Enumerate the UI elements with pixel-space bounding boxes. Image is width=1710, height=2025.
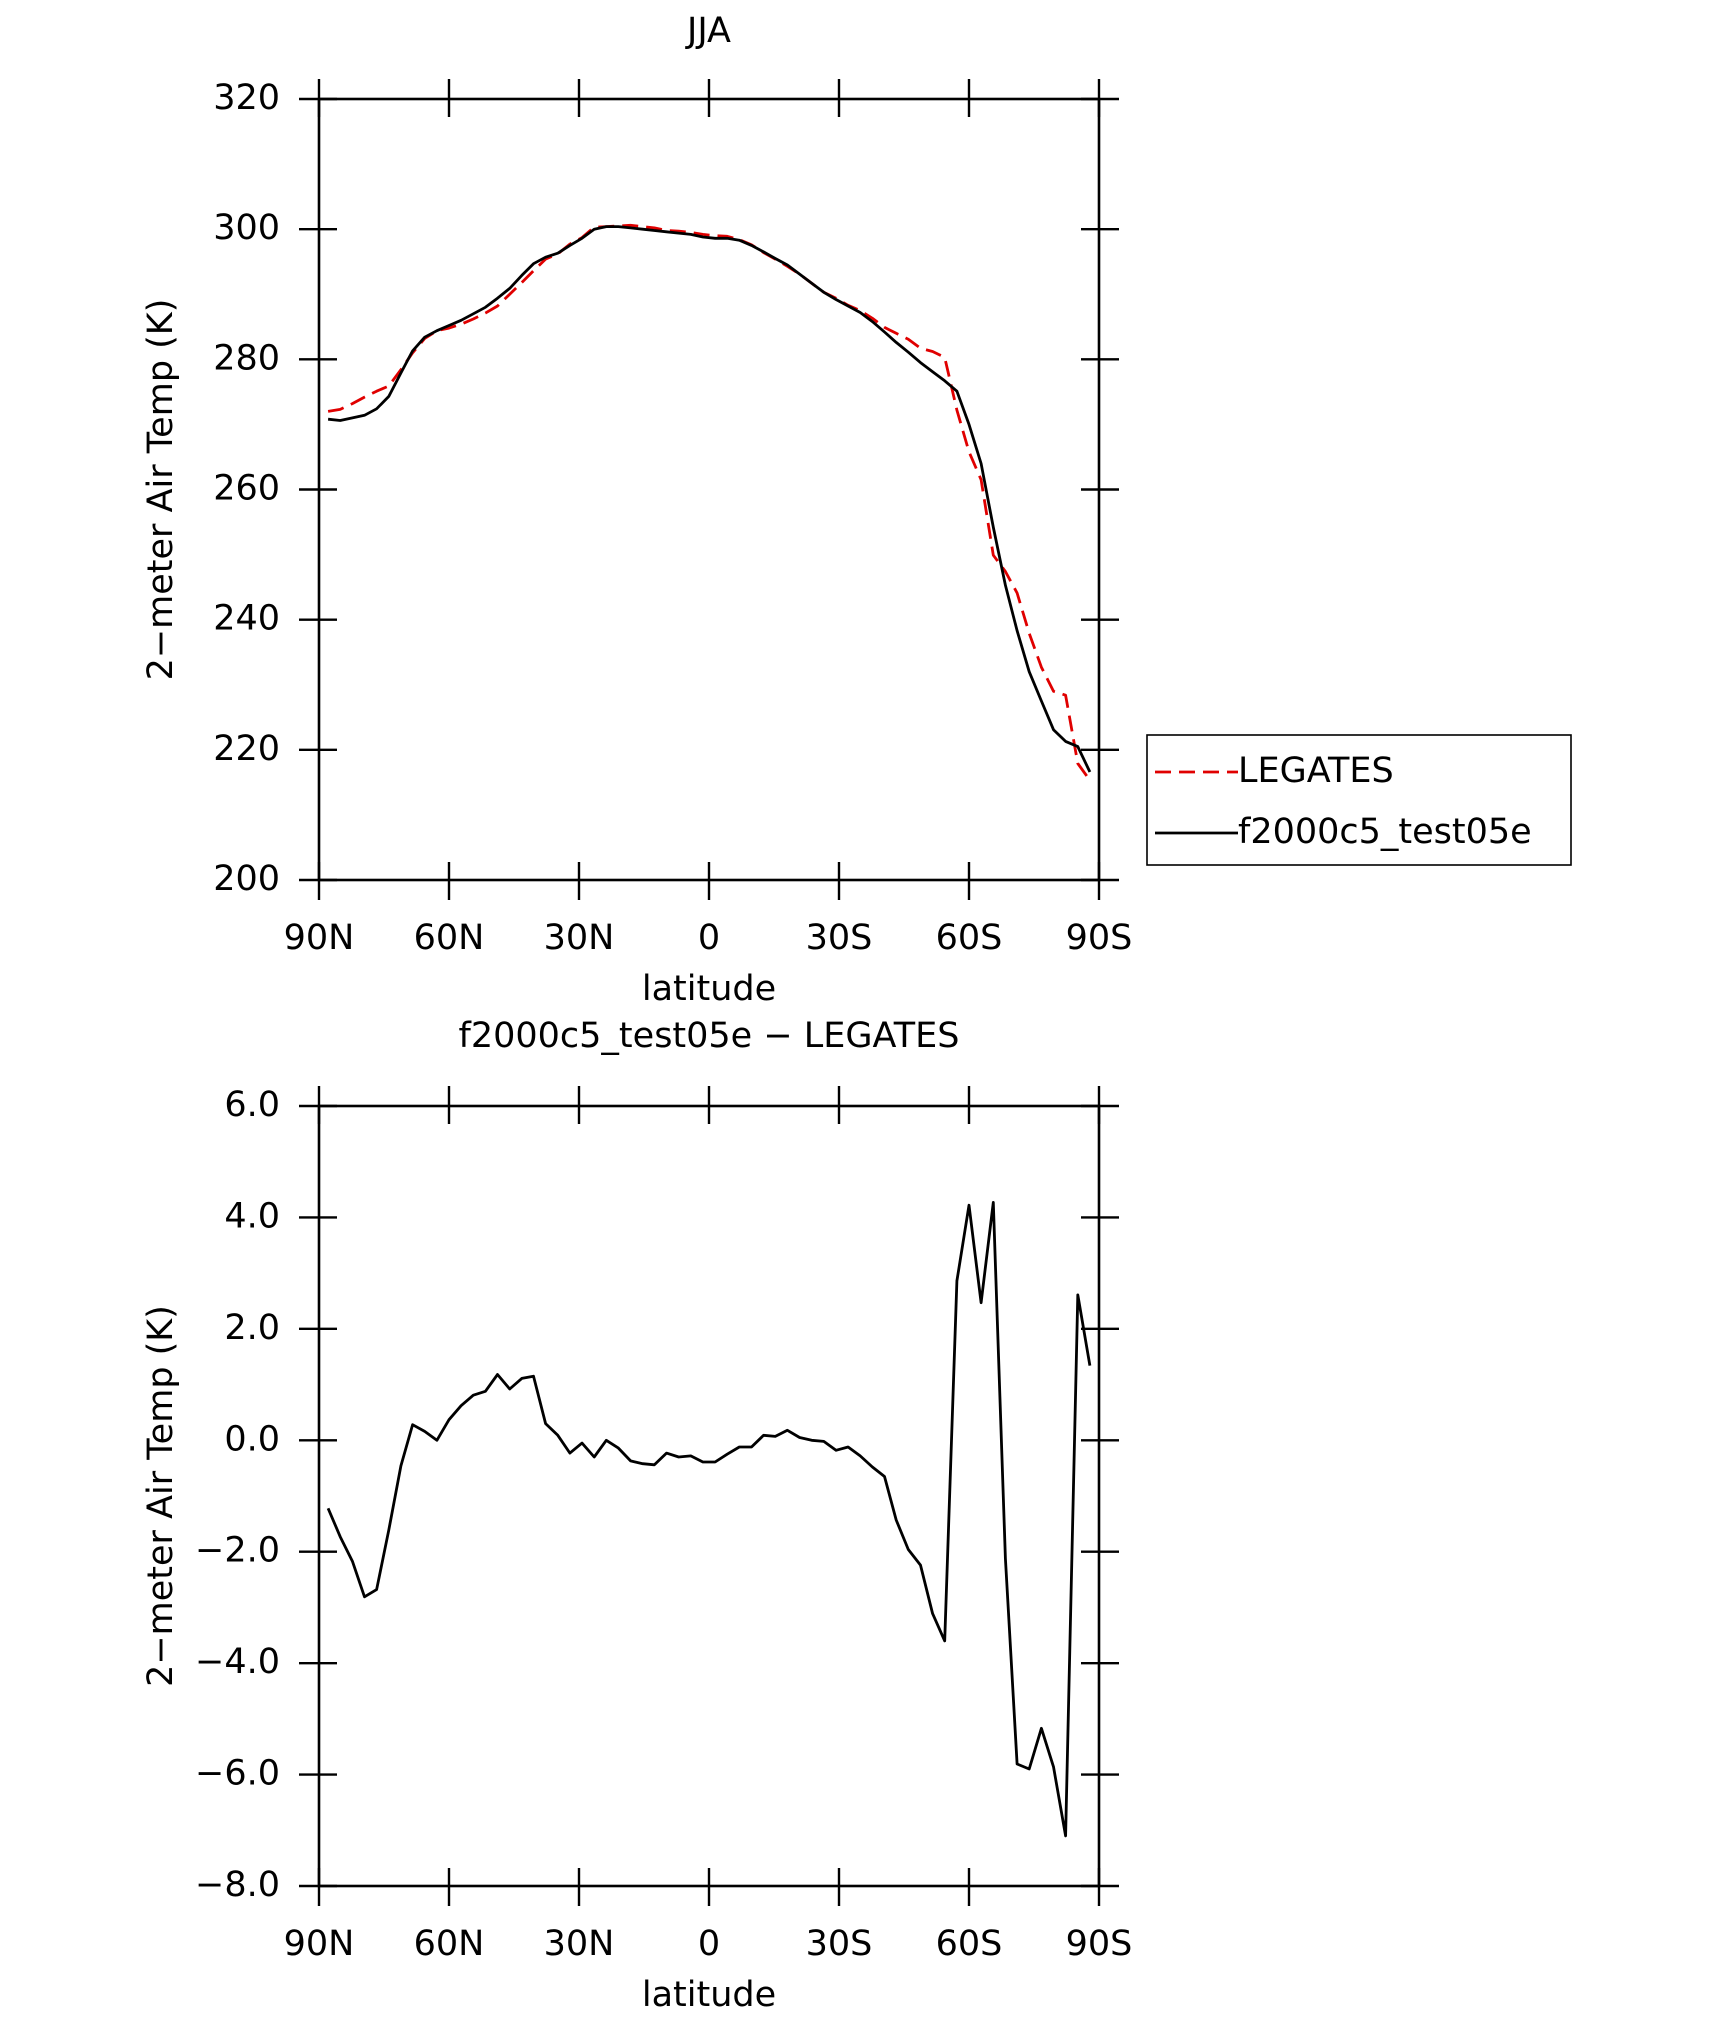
- x-tick-label: 30N: [544, 1924, 615, 1964]
- y-tick-label: 300: [213, 208, 280, 248]
- x-tick-label: 0: [698, 918, 720, 958]
- x-tick-label: 30S: [806, 918, 873, 958]
- legend-box: [1146, 734, 1572, 866]
- x-tick-label: 90S: [1066, 1924, 1133, 1964]
- y-tick-label: 220: [213, 729, 280, 769]
- x-tick-label: 30N: [544, 918, 615, 958]
- data-line: [327, 225, 1092, 773]
- data-line: [327, 223, 1092, 782]
- plot-frame: [317, 97, 1101, 882]
- y-axis-label: 2−meter Air Temp (K): [141, 1305, 181, 1687]
- y-tick-label: 6.0: [224, 1085, 280, 1125]
- x-tick-label: 90N: [284, 918, 355, 958]
- y-tick-label: 280: [213, 338, 280, 378]
- y-tick-label: 4.0: [224, 1196, 280, 1236]
- x-tick-label: 90N: [284, 1924, 355, 1964]
- data-line: [326, 1201, 1092, 1838]
- x-tick-label: 60N: [414, 1924, 485, 1964]
- chart-title: JJA: [685, 11, 731, 51]
- legend-label: LEGATES: [1238, 751, 1394, 791]
- x-tick-label: 0: [698, 1924, 720, 1964]
- x-axis-label: latitude: [642, 969, 776, 1009]
- x-tick-label: 90S: [1066, 918, 1133, 958]
- y-tick-label: −8.0: [195, 1865, 280, 1905]
- y-tick-label: 200: [213, 859, 280, 899]
- y-tick-label: 320: [213, 78, 280, 118]
- y-axis-label: 2−meter Air Temp (K): [141, 299, 181, 681]
- y-tick-label: −6.0: [195, 1754, 280, 1794]
- y-tick-label: 2.0: [224, 1308, 280, 1348]
- y-tick-label: 0.0: [224, 1419, 280, 1459]
- x-tick-label: 60N: [414, 918, 485, 958]
- plot-frame: [317, 1104, 1101, 1888]
- legend-label: f2000c5_test05e: [1238, 812, 1532, 852]
- chart-title: f2000c5_test05e − LEGATES: [459, 1016, 960, 1056]
- x-tick-label: 60S: [936, 1924, 1003, 1964]
- y-tick-label: 260: [213, 469, 280, 509]
- y-tick-label: 240: [213, 599, 280, 639]
- x-tick-label: 30S: [806, 1924, 873, 1964]
- y-tick-label: −2.0: [195, 1531, 280, 1571]
- y-tick-label: −4.0: [195, 1642, 280, 1682]
- x-axis-label: latitude: [642, 1975, 776, 2015]
- x-tick-label: 60S: [936, 918, 1003, 958]
